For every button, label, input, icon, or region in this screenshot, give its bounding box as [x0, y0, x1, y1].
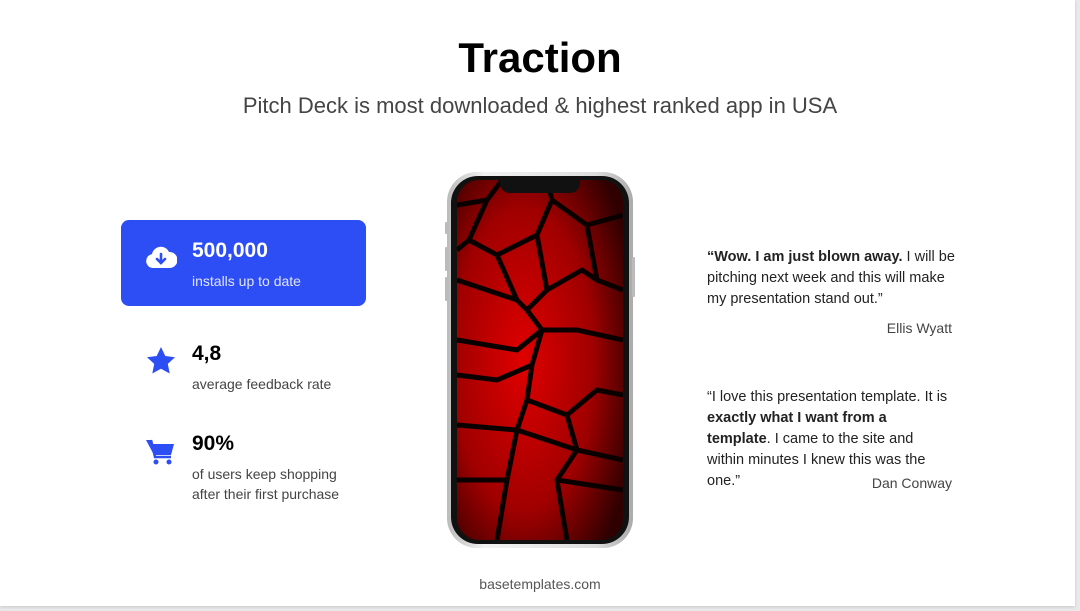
- testimonial-author: Ellis Wyatt: [886, 320, 952, 336]
- stat-label: average feedback rate: [192, 376, 332, 392]
- phone-screen-wallpaper: [457, 180, 623, 540]
- page-subtitle: Pitch Deck is most downloaded & highest …: [242, 93, 838, 118]
- shopping-cart-icon: [146, 439, 174, 465]
- stat-installs: 500,000 installs up to date: [121, 220, 366, 306]
- stat-value: 500,000: [192, 239, 268, 262]
- stat-label: of users keep shopping after their first …: [192, 464, 339, 504]
- stat-shopping: 90% of users keep shopping after their fi…: [121, 413, 366, 502]
- quote-text: I will be pitching next week and this wi…: [707, 249, 955, 307]
- stat-value: 90%: [192, 432, 235, 455]
- page-title: Traction: [458, 34, 622, 81]
- quote-emphasis: “Wow. I am just blown away.: [707, 249, 903, 265]
- quote-emphasis: exactly what I want from a template: [707, 410, 887, 447]
- quote-text: “I love this presentation template. It i…: [707, 389, 948, 405]
- star-icon: [147, 347, 175, 374]
- label-line: after their first purchase: [192, 486, 340, 502]
- testimonial-author: Dan Conway: [871, 475, 952, 491]
- stat-value: 4,8: [192, 342, 222, 365]
- footer-url: basetemplates.com: [479, 576, 601, 592]
- label-line: of users keep shopping: [192, 466, 337, 482]
- stat-rating: 4,8 average feedback rate: [121, 323, 366, 409]
- stat-label: installs up to date: [192, 273, 301, 289]
- testimonial-1: “Wow. I am just blown away. I will be pi…: [707, 247, 957, 310]
- testimonial-2: “I love this presentation template. It i…: [707, 387, 952, 492]
- quote-text: . I came to the site and within minutes …: [707, 431, 926, 489]
- cloud-download-icon: [146, 246, 177, 268]
- phone-mockup: [445, 172, 635, 548]
- phone-notch: [500, 180, 580, 193]
